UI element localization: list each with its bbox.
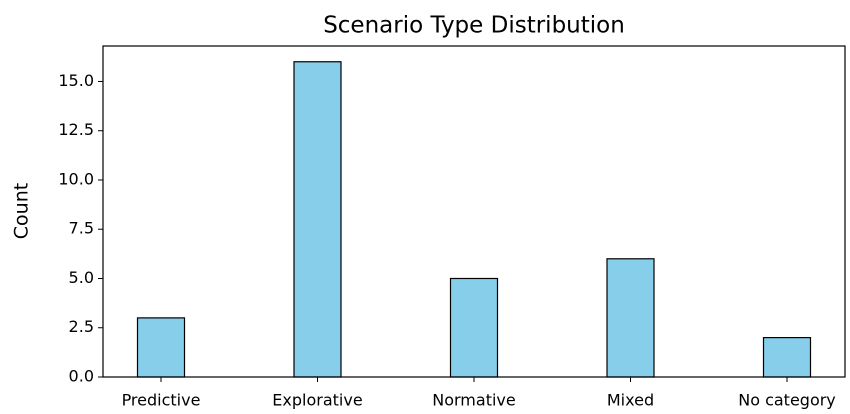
bar [606, 258, 655, 378]
bar [762, 336, 812, 378]
x-tick-label: Mixed [607, 391, 654, 410]
x-tick-label: Explorative [272, 391, 362, 410]
x-tick-label: Normative [432, 391, 515, 410]
y-tick-label: 10.0 [58, 169, 94, 188]
bar [449, 277, 499, 378]
y-tick-label: 12.5 [58, 120, 94, 139]
y-axis-label: Count [11, 183, 33, 239]
y-tick-label: 0.0 [69, 367, 94, 386]
plot-frame [102, 45, 846, 378]
y-tick-label: 5.0 [69, 268, 94, 287]
y-tick-label: 7.5 [69, 219, 94, 238]
x-tick-label: Predictive [122, 391, 201, 410]
y-tick-label: 2.5 [69, 317, 94, 336]
y-tick-label: 15.0 [58, 71, 94, 90]
bar [293, 61, 342, 378]
x-tick-label: No category [738, 391, 836, 410]
chart-title: Scenario Type Distribution [323, 13, 625, 39]
bar [136, 317, 186, 378]
